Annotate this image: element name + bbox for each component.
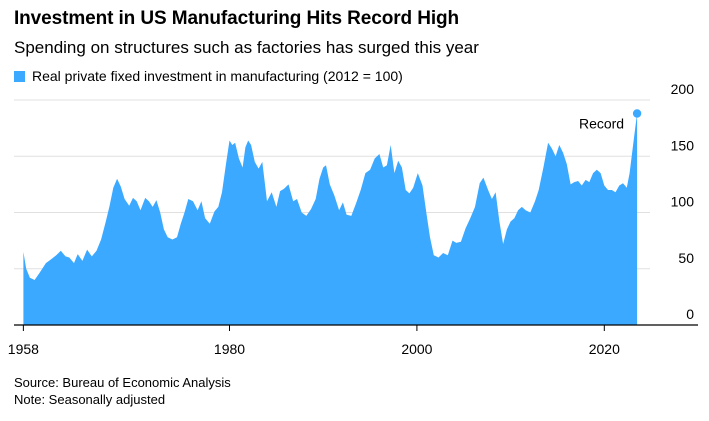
area-layer bbox=[23, 113, 638, 325]
y-tick-label: 50 bbox=[678, 250, 694, 266]
legend-swatch bbox=[14, 70, 25, 82]
axis-layer bbox=[14, 324, 698, 331]
source-note: Source: Bureau of Economic Analysis bbox=[14, 375, 231, 390]
y-tick-label: 200 bbox=[671, 81, 695, 97]
note: Note: Seasonally adjusted bbox=[14, 392, 166, 407]
x-tick-label: 1958 bbox=[8, 341, 39, 357]
x-tick-label: 1980 bbox=[214, 341, 245, 357]
x-tick-label: 2000 bbox=[401, 341, 432, 357]
label-layer: 0 50 100 150 200 1958 1980 2000 2020 Record bbox=[8, 81, 694, 357]
y-tick-label: 150 bbox=[671, 137, 695, 153]
series-area bbox=[23, 113, 638, 325]
footer: Source: Bureau of Economic Analysis Note… bbox=[14, 374, 231, 408]
y-tick-label: 0 bbox=[686, 306, 694, 322]
chart-subtitle: Spending on structures such as factories… bbox=[14, 38, 479, 57]
chart-title: Investment in US Manufacturing Hits Reco… bbox=[14, 8, 460, 29]
record-marker bbox=[632, 109, 642, 118]
legend-label: Real private fixed investment in manufac… bbox=[32, 68, 403, 84]
x-tick-label: 2020 bbox=[589, 341, 620, 357]
record-annotation: Record bbox=[579, 116, 624, 132]
legend: Real private fixed investment in manufac… bbox=[14, 68, 403, 84]
y-tick-label: 100 bbox=[671, 194, 695, 210]
